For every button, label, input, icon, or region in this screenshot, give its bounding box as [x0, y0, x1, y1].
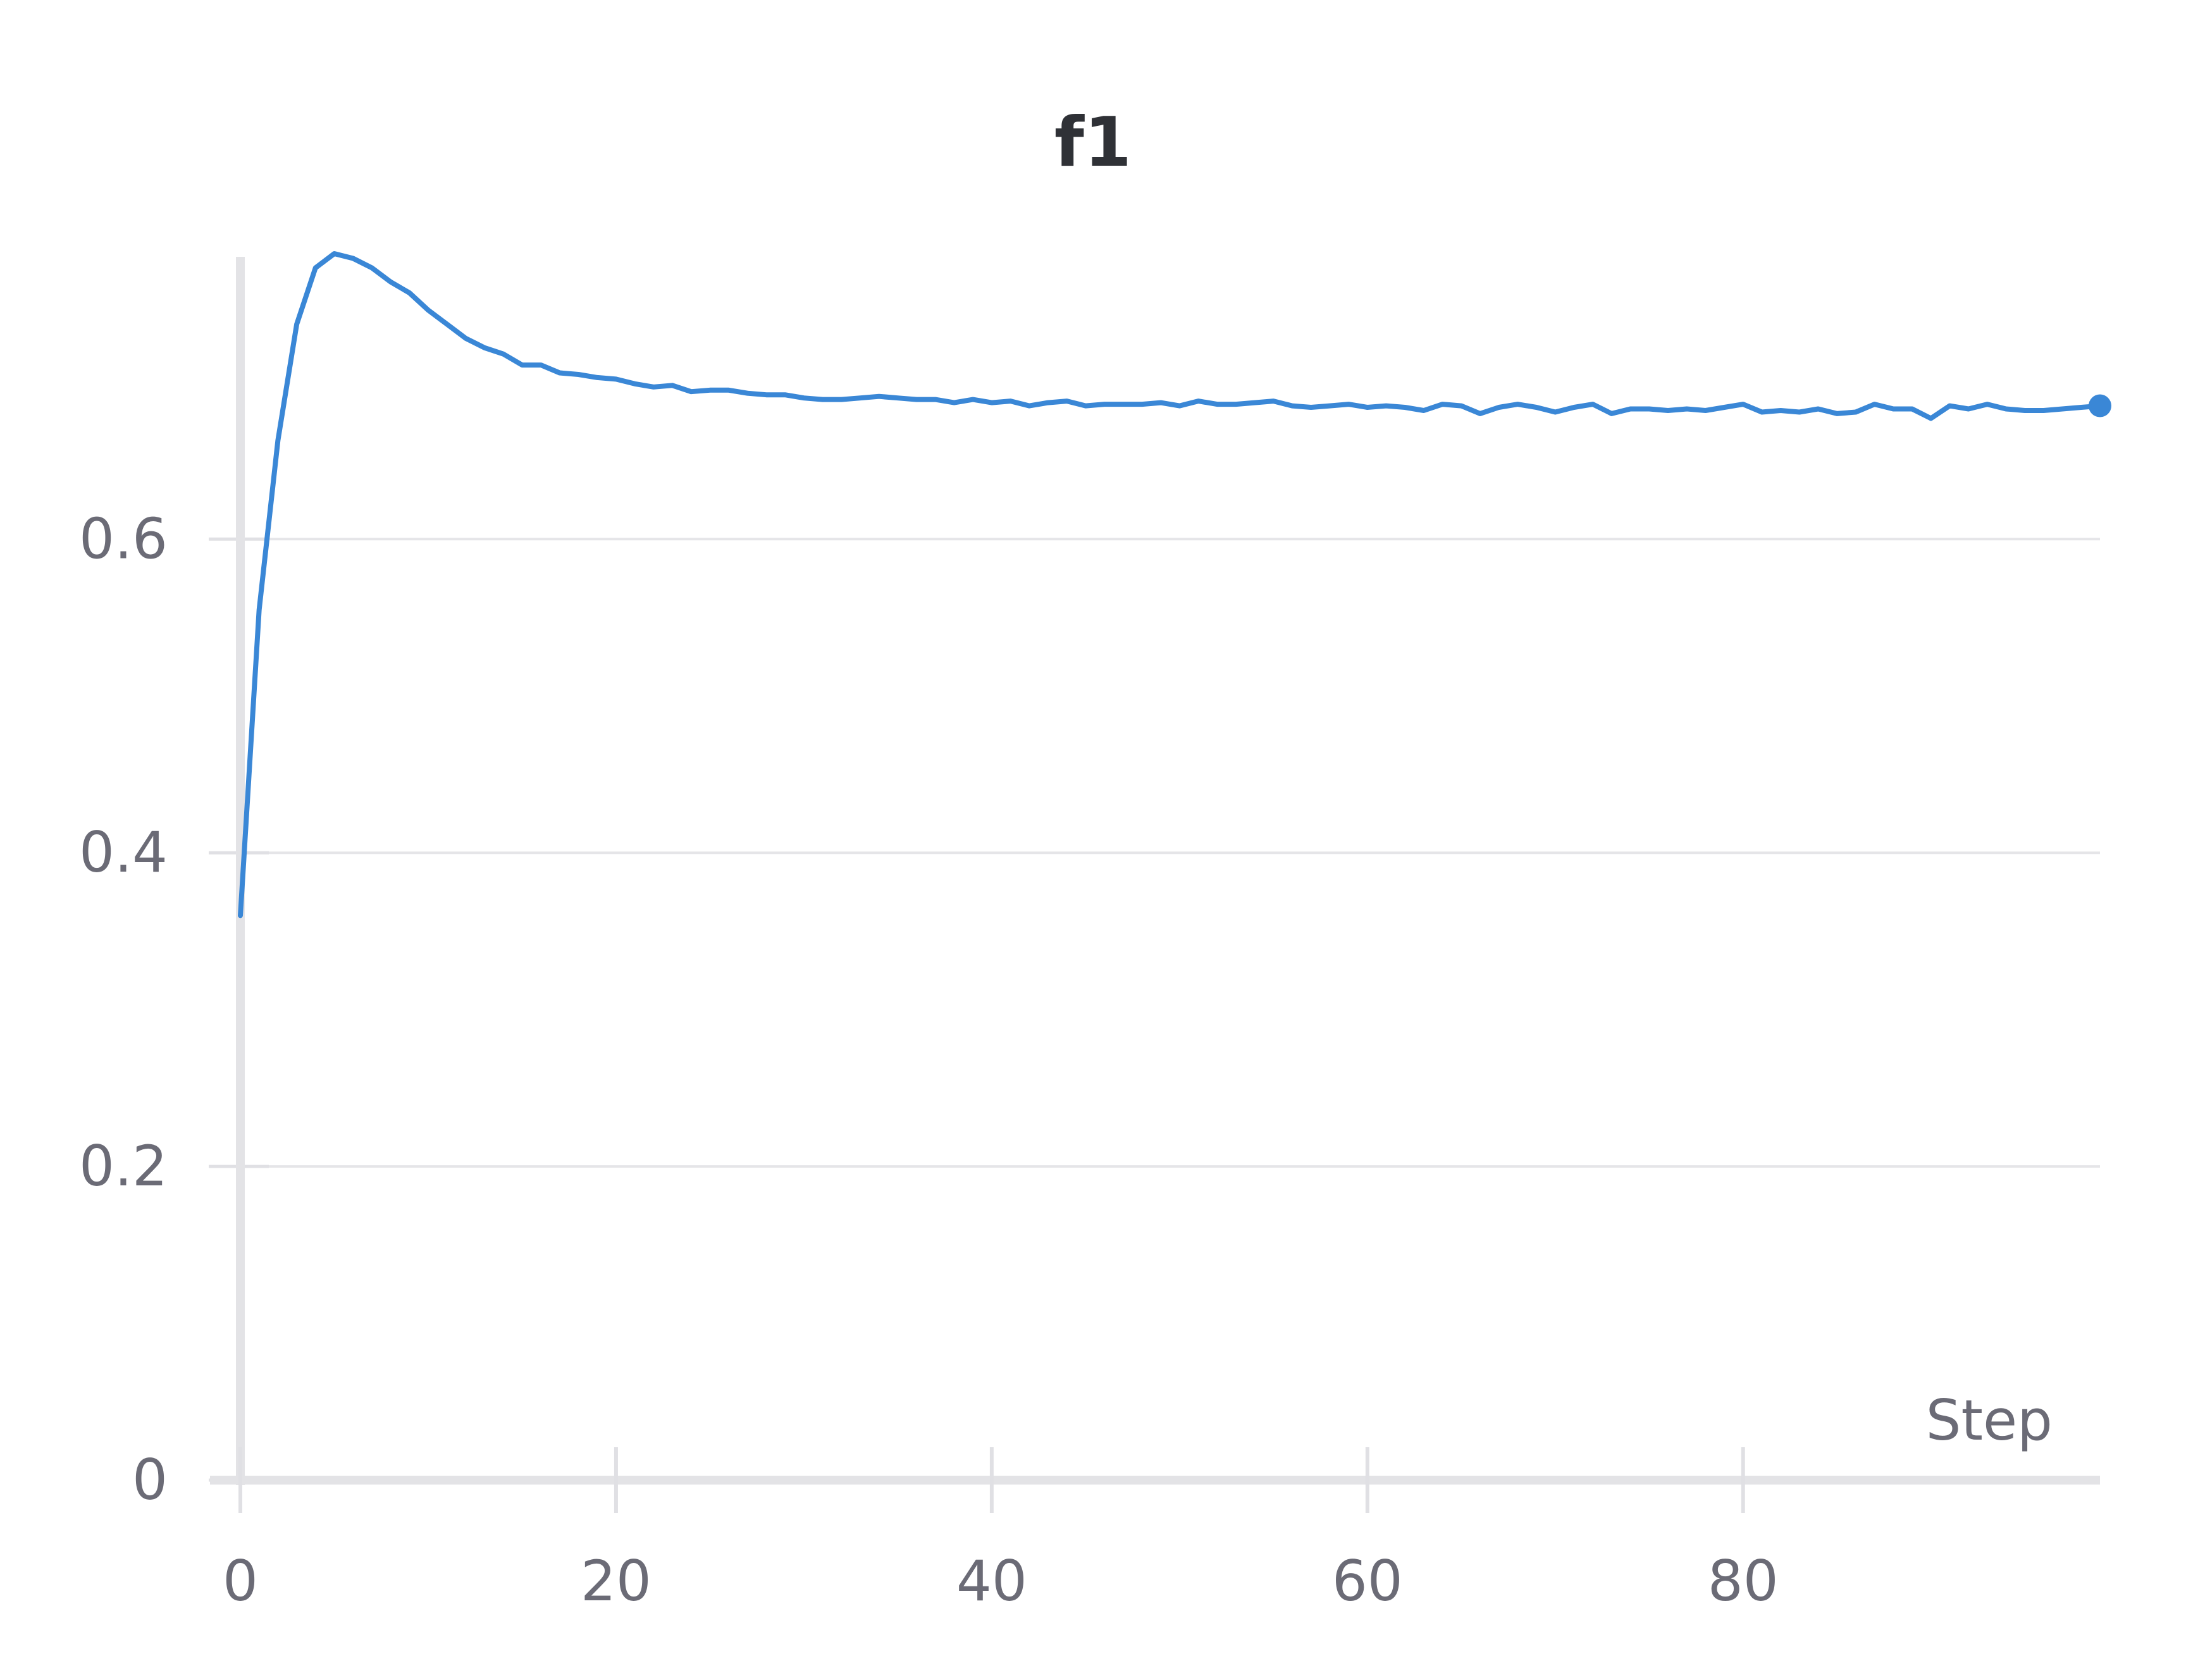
series-line — [238, 251, 2103, 918]
y-tick-label: 0.4 — [79, 820, 168, 885]
series-layer — [238, 251, 2111, 918]
y-tick-label: 0 — [132, 1447, 168, 1512]
chart-title: f1 — [1054, 103, 1132, 182]
x-tick-label: 40 — [956, 1548, 1027, 1614]
x-axis-label: Step — [1926, 1388, 2053, 1453]
x-tick-label: 60 — [1332, 1548, 1403, 1614]
x-tick-label: 0 — [223, 1548, 258, 1614]
series-end-point — [2089, 394, 2111, 417]
gridlines — [240, 538, 2100, 1168]
y-tick-label: 0.2 — [79, 1133, 168, 1199]
labels: 0 0.2 0.4 0.6 0 20 40 60 80 — [79, 506, 1779, 1614]
y-tick-label: 0.6 — [79, 506, 168, 571]
axes — [209, 257, 2100, 1513]
x-tick-label: 20 — [581, 1548, 651, 1614]
x-tick-label: 80 — [1708, 1548, 1779, 1614]
